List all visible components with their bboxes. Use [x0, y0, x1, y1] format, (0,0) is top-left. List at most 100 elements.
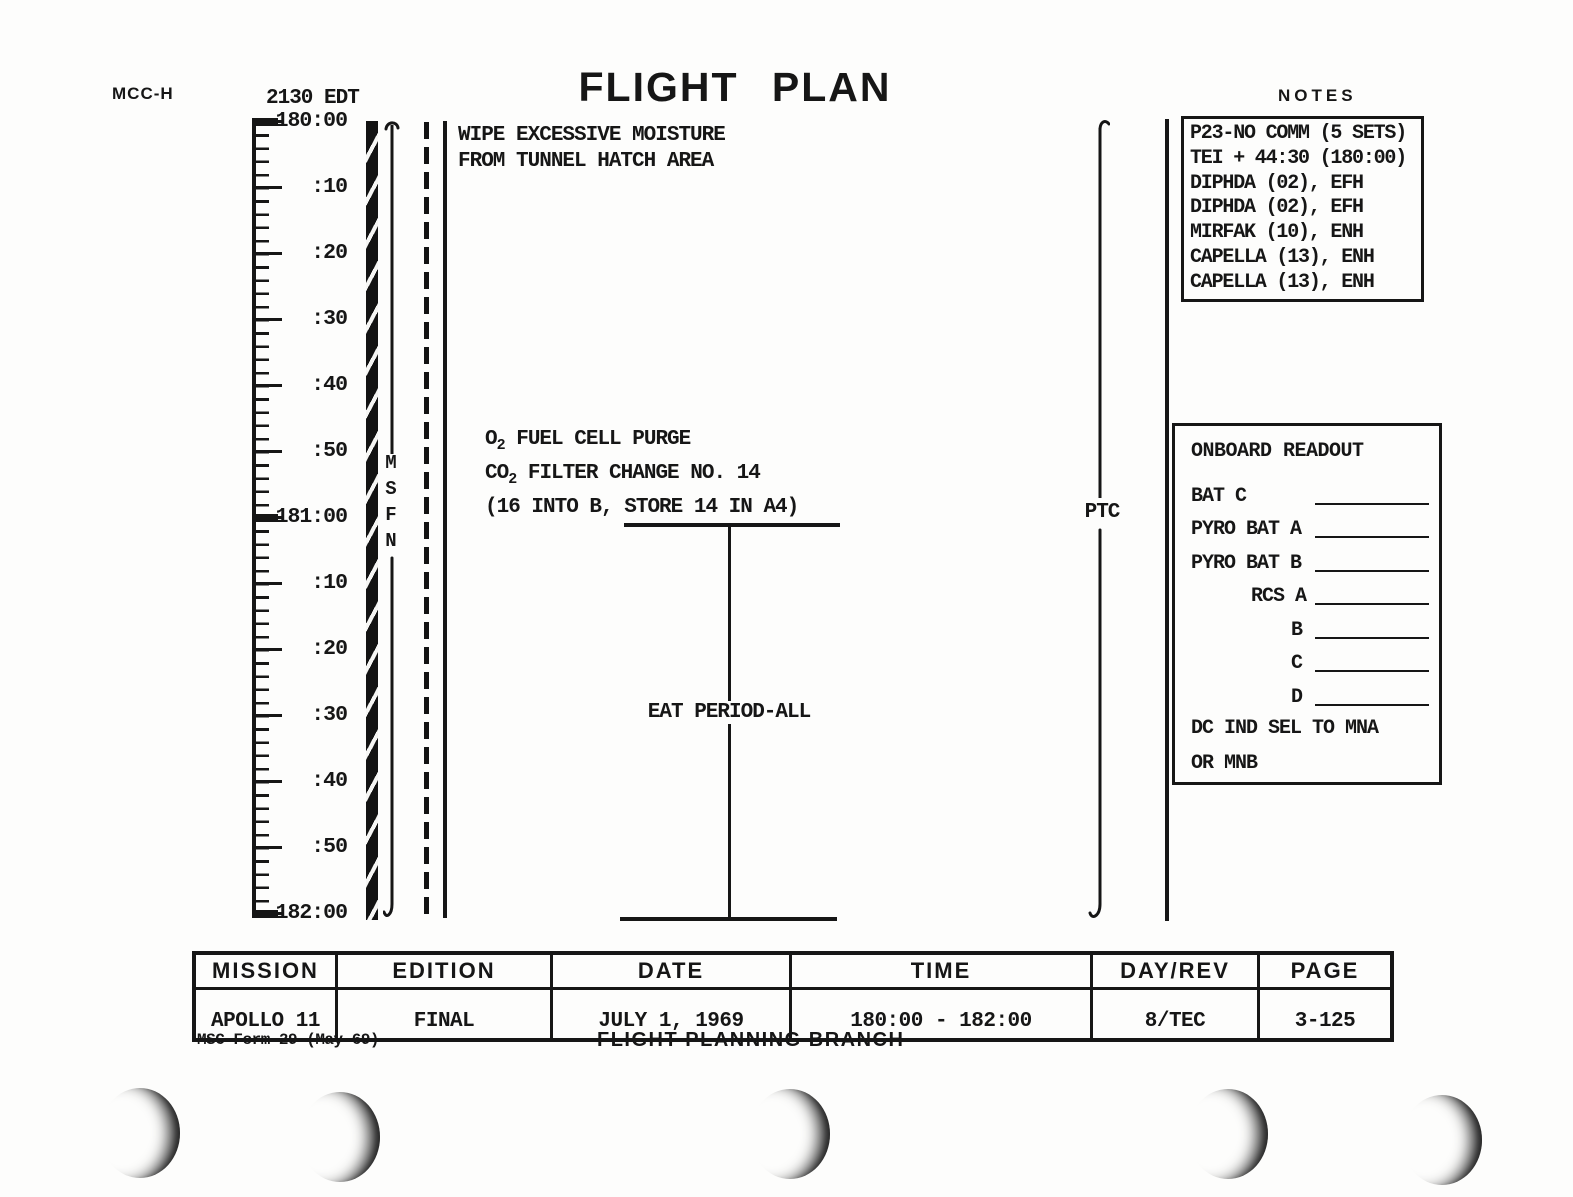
- binder-hole: [100, 1088, 180, 1178]
- binder-hole: [1188, 1089, 1268, 1179]
- timeline-tick-label: :40: [311, 769, 348, 794]
- msfn-label: MSFN: [380, 452, 402, 556]
- note-line: P23-NO COMM (5 SETS): [1190, 122, 1407, 145]
- ptc-label: PTC: [1084, 501, 1121, 524]
- wipe-line-1: WIPE EXCESSIVE MOISTURE: [458, 124, 726, 147]
- readout-blank-line: [1315, 603, 1429, 605]
- footer-table-value: 8/TEC: [1144, 1010, 1206, 1033]
- eat-period-label: EAT PERIOD-ALL: [640, 701, 818, 724]
- readout-row: C: [1191, 642, 1431, 675]
- timeline-tick-label: :50: [311, 835, 348, 860]
- form-number: MSC Form 29 (May 69): [197, 1031, 380, 1049]
- note-line: CAPELLA (13), ENH: [1190, 270, 1375, 294]
- footer-table-value: JULY 1, 1969: [598, 1010, 744, 1033]
- footer-table-value: APOLLO 11: [211, 1010, 320, 1033]
- activity-o2-fuel-cell-purge: O2 FUEL CELL PURGE: [485, 428, 691, 455]
- note-line: CAPELLA (13), ENH: [1190, 245, 1375, 269]
- notes-heading: NOTES: [1278, 86, 1357, 105]
- note-line: DIPHDA (02), EFH: [1190, 171, 1364, 195]
- o2-subscript: 2: [496, 437, 506, 455]
- readout-label: PYRO BAT B: [1191, 551, 1302, 575]
- readout-label: BAT C: [1191, 484, 1247, 508]
- timeline-tick-label: :20: [311, 637, 348, 662]
- footer-table-header: DAY/REV: [1093, 955, 1257, 990]
- note-line: TEI + 44:30 (180:00): [1190, 146, 1407, 170]
- footer-table-column: DAY/REV 8/TEC: [1093, 955, 1260, 1038]
- footer-table-value: 180:00 - 182:00: [850, 1010, 1032, 1033]
- flight-planning-branch-label: FLIGHT PLANNING BRANCH: [597, 1029, 905, 1051]
- footer-table-header: MISSION: [196, 955, 335, 990]
- footer-table-column: TIME 180:00 - 182:00: [792, 955, 1093, 1038]
- timeline-hour-ticks: [252, 118, 278, 918]
- footer-table-header: EDITION: [338, 955, 550, 990]
- readout-label: D: [1291, 685, 1303, 709]
- footer-table-value: 3-125: [1294, 1010, 1356, 1033]
- footer-table-header: DATE: [553, 955, 789, 990]
- timeline-tick-label: 180:00: [275, 109, 348, 134]
- mcc-h-stamp: MCC-H: [112, 84, 174, 103]
- binder-hole: [300, 1092, 380, 1182]
- readout-blank-line: [1315, 703, 1429, 706]
- wipe-line-2: FROM TUNNEL HATCH AREA: [458, 150, 714, 173]
- binder-hole: [1402, 1095, 1482, 1185]
- store-prefix: (16 INTO B,: [485, 496, 625, 519]
- co2-subscript: 2: [508, 471, 517, 489]
- footer-table-column: MISSION APOLLO 11: [196, 955, 338, 1038]
- eat-span-bottom-bar: [620, 917, 837, 921]
- footer-table-header: PAGE: [1260, 955, 1390, 990]
- timeline-tick-label: :20: [311, 241, 348, 266]
- co2-rest: FILTER CHANGE NO. 14: [516, 462, 761, 485]
- timeline-tick-label: :10: [311, 175, 348, 200]
- timeline-tick-label: 181:00: [275, 505, 348, 530]
- notes-box: P23-NO COMM (5 SETS) TEI + 44:30 (180:00…: [1181, 116, 1424, 302]
- timeline-tick-label: :40: [311, 373, 348, 398]
- footer-table-header: TIME: [792, 955, 1090, 990]
- readout-blank-line: [1315, 502, 1429, 505]
- note-line: MIRFAK (10), ENH: [1190, 221, 1364, 245]
- msfn-span-line: [383, 121, 400, 917]
- activity-co2-filter-change: CO2 FILTER CHANGE NO. 14: [485, 462, 761, 489]
- ptc-span-line: [1088, 120, 1110, 918]
- notes-column-divider: [1165, 119, 1169, 921]
- timeline-tick-label: :30: [311, 307, 348, 332]
- readout-row: RCS A: [1191, 575, 1431, 608]
- readout-row: PYRO BAT B: [1191, 541, 1431, 575]
- footer-table-column: EDITION FINAL: [338, 955, 553, 1038]
- timeline-tick-label: :30: [311, 703, 348, 728]
- store-underlined-text: STORE 14 IN A4): [624, 496, 799, 519]
- footer-table: MISSION APOLLO 11 EDITION FINAL DATE JUL…: [192, 951, 1394, 1042]
- activity-dashed-line: [424, 122, 429, 917]
- onboard-readout-box: ONBOARD READOUT BAT C PYRO BAT A PYRO BA…: [1172, 423, 1442, 785]
- timeline-labels: 180:00 :10 :20 :30 :40 :50 181:00 :10 :2…: [255, 109, 348, 925]
- footer-table-column: PAGE 3-125: [1260, 955, 1390, 1038]
- activity-wipe-moisture: WIPE EXCESSIVE MOISTURE FROM TUNNEL HATC…: [458, 123, 726, 175]
- readout-label: C: [1291, 652, 1303, 675]
- readout-blank-line: [1315, 536, 1429, 538]
- footer-table-value: FINAL: [413, 1010, 475, 1033]
- activity-column-line: [443, 121, 447, 918]
- readout-row: B: [1191, 608, 1431, 642]
- footer-table-column: DATE JULY 1, 1969: [553, 955, 792, 1038]
- timeline-tick-label: :10: [311, 571, 348, 596]
- readout-blank-line: [1315, 670, 1429, 672]
- readout-blank-line: [1315, 569, 1429, 572]
- o2-prefix: O: [485, 428, 498, 451]
- onboard-readout-title: ONBOARD READOUT: [1191, 440, 1364, 463]
- eat-span-top-bar: [624, 523, 840, 527]
- msfn-coverage-hatched-bar: [366, 121, 378, 920]
- readout-row: D: [1191, 675, 1431, 709]
- timeline-tick-label: :50: [311, 439, 348, 464]
- readout-label: RCS A: [1251, 585, 1307, 608]
- page-title: FLIGHT PLAN: [578, 64, 892, 110]
- readout-blank-line: [1315, 636, 1429, 639]
- binder-hole: [750, 1089, 830, 1179]
- readout-footer-line: OR MNB: [1191, 751, 1258, 775]
- edt-time: 2130 EDT: [266, 87, 360, 110]
- readout-footer-line: DC IND SEL TO MNA: [1191, 716, 1379, 740]
- activity-store-note: (16 INTO B, STORE 14 IN A4): [485, 496, 799, 519]
- readout-row: BAT C: [1191, 474, 1431, 508]
- co2-prefix: CO: [485, 462, 509, 485]
- note-line: DIPHDA (02), EFH: [1190, 196, 1364, 220]
- timeline-tick-label: 182:00: [275, 901, 348, 926]
